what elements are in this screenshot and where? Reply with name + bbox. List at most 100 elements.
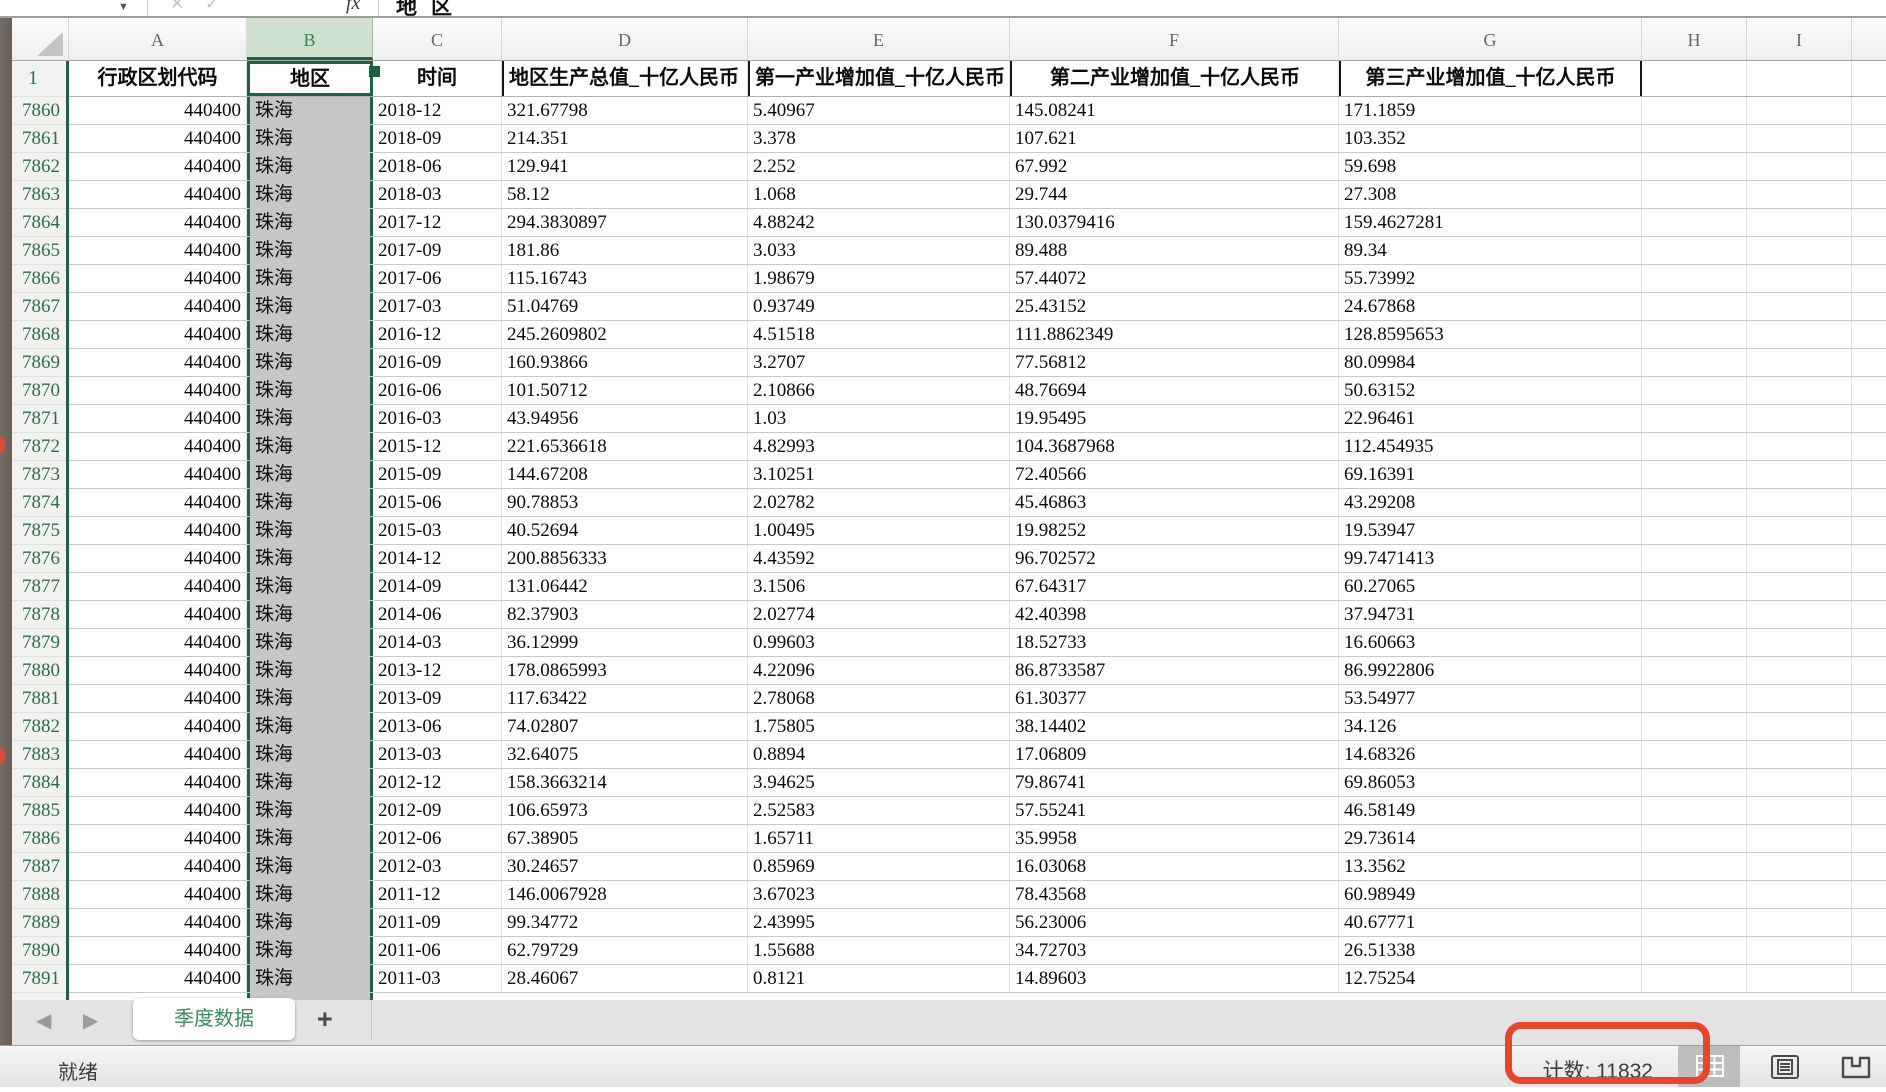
cell[interactable]: 440400 xyxy=(69,433,247,460)
cell[interactable] xyxy=(1642,293,1747,320)
cell[interactable]: 29.744 xyxy=(1010,181,1339,208)
cell[interactable]: 4.88242 xyxy=(748,209,1010,236)
cell[interactable] xyxy=(1852,265,1886,292)
cell[interactable]: 2.43995 xyxy=(748,909,1010,936)
cell[interactable]: 29.73614 xyxy=(1339,825,1642,852)
cell[interactable]: 112.454935 xyxy=(1339,433,1642,460)
cell[interactable]: 珠海 xyxy=(247,573,373,600)
cell[interactable]: 440400 xyxy=(69,629,247,656)
cell[interactable] xyxy=(1747,713,1852,740)
cell[interactable]: 19.98252 xyxy=(1010,517,1339,544)
cell[interactable]: 珠海 xyxy=(247,349,373,376)
row-header[interactable]: 7872 xyxy=(12,433,66,461)
cell[interactable]: 59.698 xyxy=(1339,153,1642,180)
page-break-view-icon[interactable] xyxy=(1840,1054,1872,1085)
cell[interactable]: 62.79729 xyxy=(502,937,748,964)
row-header[interactable]: 7863 xyxy=(12,181,66,209)
row-header[interactable]: 7886 xyxy=(12,825,66,853)
select-all-corner[interactable] xyxy=(12,16,69,60)
cell[interactable]: 200.8856333 xyxy=(502,545,748,572)
cell[interactable] xyxy=(1852,797,1886,824)
cell[interactable]: 24.67868 xyxy=(1339,293,1642,320)
cell[interactable]: 82.37903 xyxy=(502,601,748,628)
cell[interactable]: 43.94956 xyxy=(502,405,748,432)
cell[interactable]: 440400 xyxy=(69,97,247,124)
cell[interactable]: 珠海 xyxy=(247,713,373,740)
cell[interactable]: 22.96461 xyxy=(1339,405,1642,432)
cell[interactable]: 4.43592 xyxy=(748,545,1010,572)
cell[interactable]: 440400 xyxy=(69,937,247,964)
cell[interactable]: 2017-12 xyxy=(373,209,502,236)
cell[interactable] xyxy=(1642,629,1747,656)
cell[interactable]: 440400 xyxy=(69,293,247,320)
cell[interactable]: 0.99603 xyxy=(748,629,1010,656)
header-cell[interactable] xyxy=(1747,61,1852,96)
column-header-A[interactable]: A xyxy=(69,16,247,60)
row-header[interactable]: 7877 xyxy=(12,573,66,601)
cell[interactable]: 2011-12 xyxy=(373,881,502,908)
cell[interactable]: 珠海 xyxy=(247,825,373,852)
prev-sheet-icon[interactable]: ◀ xyxy=(36,1008,52,1032)
cell[interactable]: 4.51518 xyxy=(748,321,1010,348)
accept-icon[interactable]: ✓ xyxy=(205,0,220,13)
cell[interactable] xyxy=(1642,769,1747,796)
cell[interactable]: 14.89603 xyxy=(1010,965,1339,992)
row-header[interactable]: 7868 xyxy=(12,321,66,349)
cell[interactable]: 2015-09 xyxy=(373,461,502,488)
cell[interactable]: 37.94731 xyxy=(1339,601,1642,628)
cell[interactable]: 72.40566 xyxy=(1010,461,1339,488)
cell[interactable]: 2017-03 xyxy=(373,293,502,320)
cell[interactable]: 111.8862349 xyxy=(1010,321,1339,348)
cell[interactable] xyxy=(1642,545,1747,572)
cell[interactable]: 440400 xyxy=(69,769,247,796)
row-header[interactable]: 7874 xyxy=(12,489,66,517)
cell[interactable]: 440400 xyxy=(69,881,247,908)
cell[interactable] xyxy=(1747,405,1852,432)
cell[interactable] xyxy=(1747,853,1852,880)
header-cell[interactable]: 地区生产总值_十亿人民币 xyxy=(502,61,748,96)
cell[interactable]: 珠海 xyxy=(247,405,373,432)
cell[interactable]: 321.67798 xyxy=(502,97,748,124)
cell[interactable] xyxy=(1747,125,1852,152)
normal-view-icon[interactable] xyxy=(1695,1054,1725,1083)
cell[interactable] xyxy=(1747,153,1852,180)
cell[interactable]: 2011-06 xyxy=(373,937,502,964)
cell[interactable]: 440400 xyxy=(69,573,247,600)
cell[interactable] xyxy=(1852,125,1886,152)
cell[interactable] xyxy=(1642,433,1747,460)
cell[interactable] xyxy=(1642,797,1747,824)
row-header[interactable]: 7888 xyxy=(12,881,66,909)
cell[interactable]: 30.24657 xyxy=(502,853,748,880)
cell[interactable] xyxy=(1852,433,1886,460)
cell[interactable]: 115.16743 xyxy=(502,265,748,292)
cancel-icon[interactable]: ✕ xyxy=(170,0,185,13)
cell[interactable] xyxy=(1642,125,1747,152)
cell[interactable]: 51.04769 xyxy=(502,293,748,320)
column-header-E[interactable]: E xyxy=(748,16,1010,60)
cell[interactable]: 0.8121 xyxy=(748,965,1010,992)
cell[interactable] xyxy=(1642,825,1747,852)
column-header-B[interactable]: B xyxy=(247,16,373,60)
cell[interactable]: 440400 xyxy=(69,601,247,628)
cell[interactable]: 3.67023 xyxy=(748,881,1010,908)
cell[interactable]: 2014-06 xyxy=(373,601,502,628)
cell[interactable] xyxy=(1852,181,1886,208)
cell[interactable] xyxy=(1642,965,1747,992)
cell[interactable]: 2.02782 xyxy=(748,489,1010,516)
cell[interactable] xyxy=(1852,97,1886,124)
cell[interactable] xyxy=(1852,153,1886,180)
cell[interactable]: 3.94625 xyxy=(748,769,1010,796)
cell[interactable]: 440400 xyxy=(69,517,247,544)
cell[interactable]: 104.3687968 xyxy=(1010,433,1339,460)
cell[interactable]: 16.03068 xyxy=(1010,853,1339,880)
cell[interactable]: 珠海 xyxy=(247,685,373,712)
cell[interactable]: 1.75805 xyxy=(748,713,1010,740)
cell[interactable]: 46.58149 xyxy=(1339,797,1642,824)
cell[interactable]: 16.60663 xyxy=(1339,629,1642,656)
cell[interactable]: 1.068 xyxy=(748,181,1010,208)
cell[interactable] xyxy=(1852,965,1886,992)
cell[interactable]: 86.8733587 xyxy=(1010,657,1339,684)
row-header[interactable]: 7860 xyxy=(12,97,66,125)
cell[interactable]: 珠海 xyxy=(247,377,373,404)
cell[interactable]: 145.08241 xyxy=(1010,97,1339,124)
